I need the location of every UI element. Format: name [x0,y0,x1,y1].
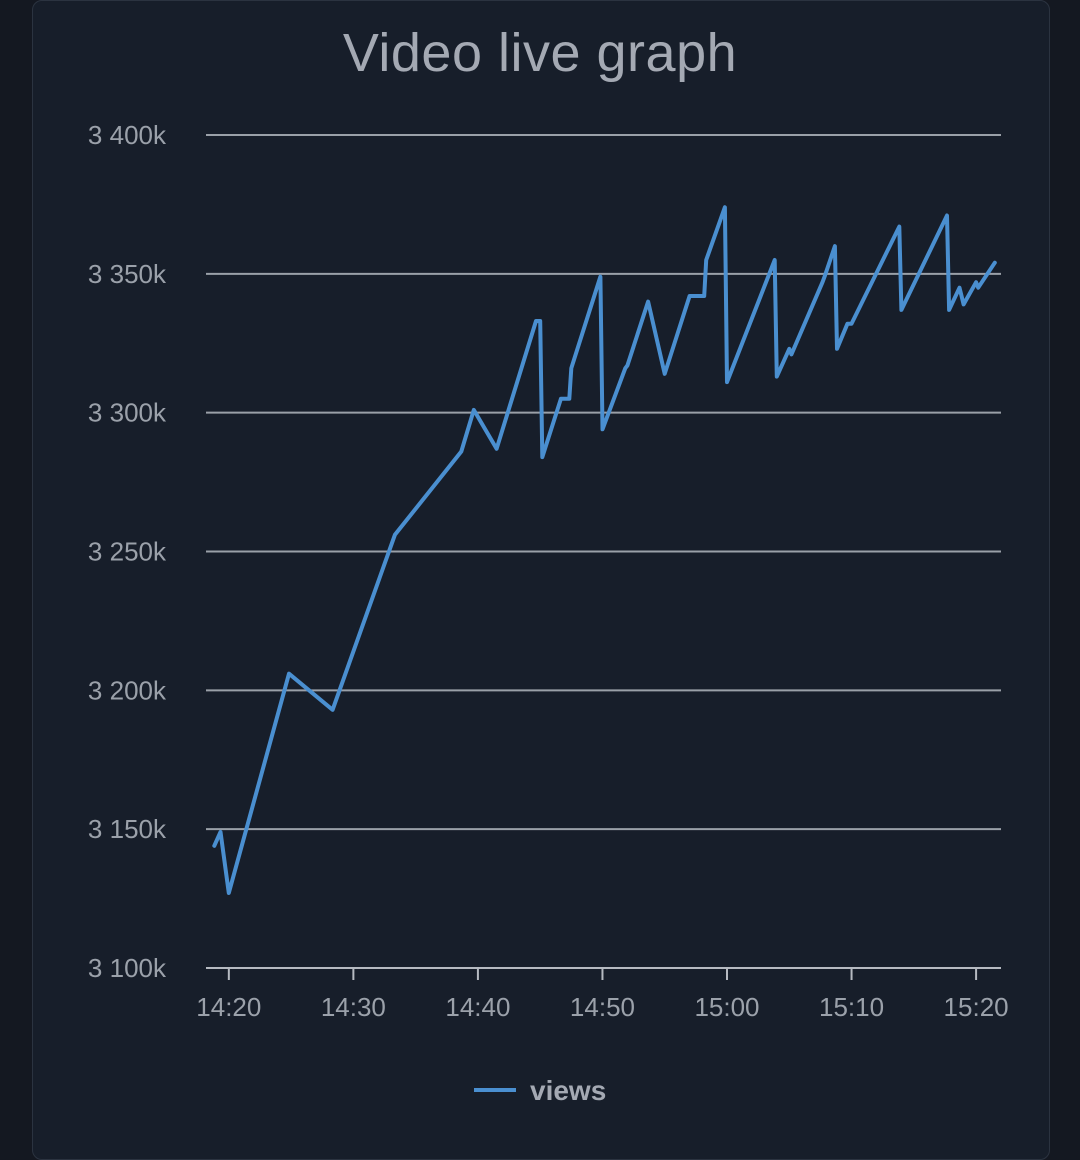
y-tick-label: 3 300k [88,398,167,428]
x-axis-ticks: 14:20 14:30 14:40 14:50 15:00 15:10 15:20 [196,968,1009,1022]
series-layer [212,205,997,895]
legend[interactable]: views [474,1075,606,1106]
y-axis-ticks: 3 100k 3 150k 3 200k 3 250k 3 300k 3 350k 3 40… [88,120,167,983]
gridlines [206,134,1001,969]
y-tick-label: 3 350k [88,259,167,289]
x-tick-label: 14:30 [321,992,386,1022]
x-tick-label: 14:20 [196,992,261,1022]
chart-title: Video live graph [342,23,738,83]
x-tick-label: 15:20 [944,992,1009,1022]
y-tick-label: 3 250k [88,537,167,567]
x-tick-label: 15:00 [694,992,759,1022]
chart-card [32,0,1050,1160]
series-line-views[interactable] [212,205,997,895]
y-tick-label: 3 200k [88,675,167,705]
x-tick-label: 14:50 [570,992,635,1022]
x-tick-label: 14:40 [445,992,510,1022]
y-tick-label: 3 150k [88,814,167,844]
y-tick-label: 3 400k [88,120,167,150]
legend-label-views: views [530,1075,606,1106]
y-tick-label: 3 100k [88,953,167,983]
x-tick-label: 15:10 [819,992,884,1022]
